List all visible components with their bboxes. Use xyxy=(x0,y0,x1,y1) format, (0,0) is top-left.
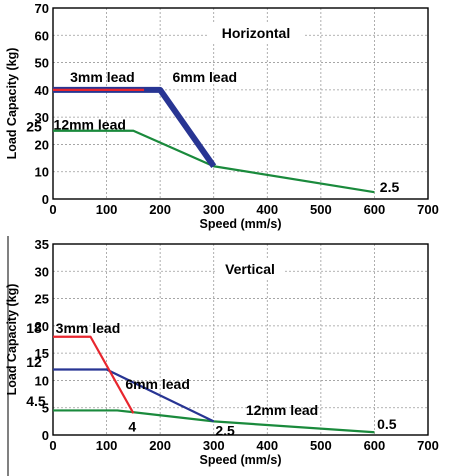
data-label: 2.5 xyxy=(380,179,400,195)
x-tick-label: 500 xyxy=(310,202,332,217)
x-tick-label: 300 xyxy=(203,438,225,453)
data-label: 4.5 xyxy=(26,393,46,409)
chart-title: Vertical xyxy=(225,261,275,277)
x-tick-label: 700 xyxy=(417,438,439,453)
data-label: 2.5 xyxy=(215,423,235,439)
x-tick-label: 400 xyxy=(256,438,278,453)
x-tick-label: 0 xyxy=(49,438,56,453)
series-line-12mm-lead xyxy=(53,129,375,194)
chart-title-background xyxy=(215,260,285,278)
plot-frame xyxy=(52,7,429,200)
data-label: 3mm lead xyxy=(70,69,135,85)
x-tick-label: 600 xyxy=(364,202,386,217)
y-tick-label: 15 xyxy=(35,346,49,361)
x-tick-label: 200 xyxy=(149,202,171,217)
data-label: 12mm lead xyxy=(54,117,126,133)
y-tick-label: 60 xyxy=(35,28,49,43)
y-tick-label: 0 xyxy=(42,192,49,207)
series-line-6mm-lead xyxy=(53,368,215,423)
data-label: 4 xyxy=(128,419,136,435)
data-label: 12mm lead xyxy=(246,402,318,418)
chart-horizontal: 0 100 200 300 400 500 600 700 0 10 20 30 40 50 60 70 Spe… xyxy=(5,1,439,231)
data-label: 25 xyxy=(26,118,42,134)
x-tick-label: 200 xyxy=(149,438,171,453)
chart-vertical: 0 100 200 300 400 500 600 700 0 5 10 15 20 25 30 35 Spee… xyxy=(5,237,439,467)
x-tick-label: 0 xyxy=(49,202,56,217)
y-tick-label: 30 xyxy=(35,110,49,125)
y-tick-label: 5 xyxy=(42,401,49,416)
plot-frame xyxy=(52,243,429,436)
y-tick-label: 70 xyxy=(35,1,49,16)
data-label: 0.5 xyxy=(377,416,397,432)
x-tick-label: 600 xyxy=(364,438,386,453)
chart-title: Horizontal xyxy=(222,25,290,41)
y-tick-label: 25 xyxy=(35,292,49,307)
y-axis-label: Load Capacity (kg) xyxy=(5,48,19,160)
data-label: 12 xyxy=(26,354,42,370)
series-line-12mm-lead xyxy=(53,409,375,434)
data-label: 6mm lead xyxy=(125,376,190,392)
y-axis-label: Load Capacity (kg) xyxy=(5,284,19,396)
chart-title-background xyxy=(208,24,304,42)
y-tick-label: 35 xyxy=(35,237,49,252)
y-tick-label: 50 xyxy=(35,56,49,71)
series-line-3mm-lead xyxy=(53,335,135,414)
x-tick-label: 100 xyxy=(96,438,118,453)
y-tick-label: 30 xyxy=(35,264,49,279)
y-tick-label: 40 xyxy=(35,83,49,98)
x-tick-label: 700 xyxy=(417,202,439,217)
x-tick-label: 500 xyxy=(310,438,332,453)
x-tick-label: 400 xyxy=(256,202,278,217)
data-label: 6mm lead xyxy=(172,69,237,85)
x-axis-label: Speed (mm/s) xyxy=(200,217,282,231)
data-label: 18 xyxy=(26,320,42,336)
y-tick-label: 20 xyxy=(35,137,49,152)
y-tick-label: 20 xyxy=(35,319,49,334)
data-label: 3mm lead xyxy=(56,320,121,336)
y-tick-label: 10 xyxy=(35,373,49,388)
x-tick-label: 300 xyxy=(203,202,225,217)
x-axis-label: Speed (mm/s) xyxy=(200,453,282,467)
y-tick-label: 0 xyxy=(42,428,49,443)
y-tick-label: 10 xyxy=(35,165,49,180)
x-tick-label: 100 xyxy=(96,202,118,217)
